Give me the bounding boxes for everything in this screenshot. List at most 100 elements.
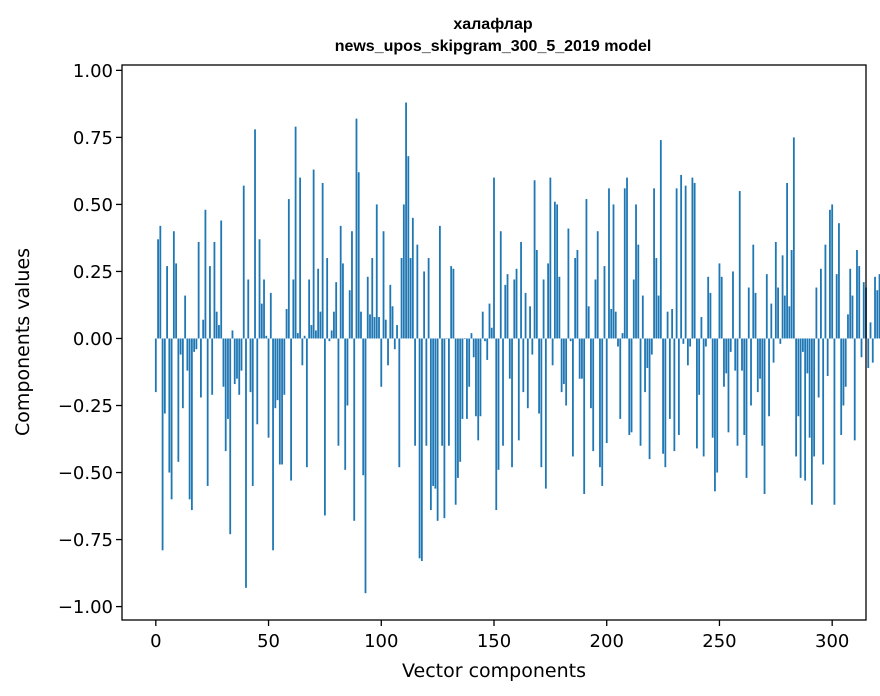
x-axis-label: Vector components bbox=[402, 660, 586, 682]
bar bbox=[583, 338, 586, 494]
bar bbox=[236, 338, 238, 379]
bar bbox=[867, 338, 870, 368]
bar bbox=[416, 244, 419, 339]
bar bbox=[599, 338, 601, 468]
bar bbox=[333, 311, 335, 339]
bar bbox=[544, 338, 547, 489]
bar bbox=[389, 284, 392, 339]
bar bbox=[646, 338, 649, 368]
bar bbox=[572, 338, 574, 457]
bar bbox=[398, 338, 401, 468]
bar bbox=[513, 279, 516, 339]
bar bbox=[820, 268, 822, 339]
bar bbox=[157, 239, 159, 339]
bar bbox=[301, 338, 304, 366]
bar bbox=[287, 199, 290, 339]
bar bbox=[743, 338, 746, 435]
bar bbox=[197, 241, 200, 339]
bar bbox=[450, 266, 453, 339]
bar bbox=[154, 338, 157, 393]
bar bbox=[795, 338, 798, 457]
bar bbox=[813, 338, 816, 457]
bar bbox=[817, 338, 820, 398]
bar bbox=[792, 137, 795, 339]
bar bbox=[673, 338, 676, 452]
bar bbox=[614, 311, 617, 339]
bar bbox=[553, 201, 556, 339]
bar bbox=[486, 338, 489, 360]
bar bbox=[362, 338, 365, 476]
bar bbox=[308, 279, 311, 339]
bar bbox=[768, 338, 770, 417]
bar bbox=[339, 225, 342, 339]
bar bbox=[594, 279, 597, 339]
y-tick-label: −0.50 bbox=[58, 463, 113, 484]
bar bbox=[371, 258, 374, 339]
bar bbox=[745, 338, 748, 478]
bar bbox=[684, 185, 687, 339]
bar bbox=[247, 279, 250, 339]
bar bbox=[260, 303, 263, 339]
bar bbox=[364, 338, 367, 594]
bar bbox=[511, 338, 513, 468]
bar bbox=[472, 338, 475, 358]
bar bbox=[321, 182, 324, 339]
bar bbox=[475, 338, 477, 417]
bar bbox=[400, 258, 403, 339]
bar bbox=[369, 314, 371, 339]
bar bbox=[540, 338, 543, 468]
bar bbox=[810, 338, 813, 505]
bar bbox=[754, 292, 757, 339]
bar bbox=[163, 338, 166, 414]
bar bbox=[200, 338, 202, 398]
bar bbox=[195, 338, 198, 350]
bar bbox=[384, 319, 387, 339]
bar bbox=[858, 266, 861, 339]
bar bbox=[434, 338, 437, 489]
y-tick-label: −1.00 bbox=[58, 597, 113, 618]
bar bbox=[664, 338, 667, 468]
bar bbox=[170, 338, 173, 500]
bar bbox=[466, 338, 468, 419]
bar bbox=[641, 295, 644, 339]
x-tick-label: 300 bbox=[815, 631, 849, 652]
bar bbox=[790, 250, 793, 339]
bar bbox=[574, 258, 577, 339]
bar bbox=[639, 338, 642, 446]
bar bbox=[718, 263, 721, 339]
bar bbox=[878, 274, 880, 339]
bar bbox=[495, 338, 498, 511]
bar bbox=[206, 338, 209, 486]
bar bbox=[184, 295, 187, 339]
bar bbox=[671, 308, 674, 339]
bar bbox=[605, 338, 608, 444]
bar bbox=[227, 338, 229, 419]
bar bbox=[375, 204, 378, 339]
bar bbox=[592, 338, 595, 452]
bar bbox=[874, 276, 876, 339]
bar bbox=[502, 338, 504, 446]
bar bbox=[876, 290, 879, 339]
x-tick-label: 50 bbox=[257, 631, 280, 652]
bar bbox=[168, 338, 171, 473]
bar bbox=[565, 338, 568, 406]
bar bbox=[682, 338, 685, 344]
bar bbox=[281, 338, 283, 465]
bar bbox=[808, 338, 811, 438]
bar bbox=[759, 338, 761, 379]
bar bbox=[526, 338, 529, 409]
bar bbox=[506, 274, 509, 339]
bar bbox=[700, 317, 703, 339]
bar bbox=[581, 338, 583, 379]
bar bbox=[414, 338, 416, 446]
bar bbox=[290, 338, 292, 481]
bar bbox=[860, 338, 863, 358]
x-tick-label: 150 bbox=[477, 631, 511, 652]
bar bbox=[258, 239, 261, 339]
bar bbox=[276, 338, 279, 401]
bar bbox=[425, 338, 428, 446]
bar bbox=[220, 220, 223, 339]
bar bbox=[608, 188, 610, 339]
bar bbox=[637, 244, 640, 339]
bar bbox=[578, 338, 581, 379]
